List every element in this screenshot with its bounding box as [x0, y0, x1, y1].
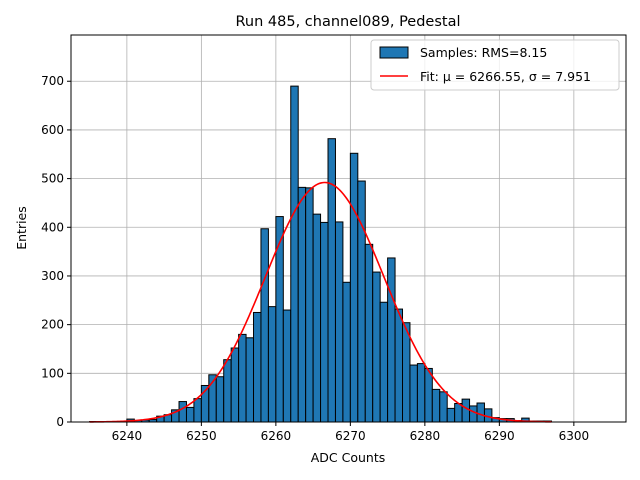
y-tick-label: 700 [41, 74, 64, 88]
histogram-bar [424, 367, 433, 423]
histogram-bar [357, 180, 366, 423]
x-tick-label: 6270 [335, 429, 366, 443]
histogram-bar [223, 359, 232, 423]
histogram-bar [297, 186, 307, 423]
y-tick-label: 200 [41, 318, 64, 332]
histogram-bar [454, 403, 463, 423]
y-axis-label: Entries [14, 206, 29, 250]
y-tick-label: 400 [41, 220, 64, 234]
histogram-bar [461, 398, 471, 423]
fit-curve-layer [89, 181, 552, 423]
legend-label-samples: Samples: RMS=8.15 [420, 45, 547, 60]
histogram-bar [416, 363, 426, 423]
legend-box [370, 39, 620, 91]
y-tick-label: 300 [41, 269, 64, 283]
histogram-bar [245, 337, 255, 423]
histogram-bar [334, 221, 344, 423]
y-tick-label: 0 [56, 415, 64, 429]
histogram-bar [439, 391, 448, 423]
legend-label-fit: Fit: μ = 6266.55, σ = 7.951 [420, 69, 591, 84]
x-tick-label: 6280 [410, 429, 441, 443]
legend: Samples: RMS=8.15 Fit: μ = 6266.55, σ = … [370, 39, 620, 91]
y-tick-label: 600 [41, 123, 64, 137]
x-tick-label: 6290 [484, 429, 515, 443]
histogram-bar [290, 85, 299, 423]
histogram-bar [238, 333, 247, 423]
histogram-bar [431, 388, 441, 423]
histogram-bar [253, 311, 262, 423]
histogram-bar [387, 257, 396, 423]
gaussian-fit-line [89, 181, 552, 423]
histogram-bar [446, 407, 456, 423]
histogram-bar [327, 138, 336, 423]
legend-swatch-samples [379, 46, 409, 59]
chart-title: Run 485, channel089, Pedestal [235, 14, 460, 30]
histogram-bar [342, 281, 351, 423]
histogram-bar [282, 309, 292, 423]
histogram-bar [364, 243, 374, 423]
y-tick-label: 100 [41, 366, 64, 380]
histogram-bar [409, 364, 418, 423]
histogram-bar [349, 152, 359, 423]
y-tick-label: 500 [41, 172, 64, 186]
histogram-bar [193, 398, 202, 423]
histogram-bar [469, 405, 478, 423]
x-axis-label: ADC Counts [311, 450, 386, 465]
plot-frame [70, 34, 627, 423]
histogram-bar [230, 347, 240, 423]
x-axis-ticks: 6240 6250 6260 6270 6280 6290 6300 [112, 422, 590, 443]
histogram-bar [185, 406, 195, 423]
histogram-bar [312, 213, 322, 423]
histogram-bar [215, 376, 225, 423]
x-tick-label: 6250 [186, 429, 217, 443]
histogram-bar [379, 301, 389, 423]
y-axis-ticks: 0 100 200 300 400 500 600 700 [41, 74, 71, 429]
histogram-bar [267, 306, 277, 423]
histogram-bars [89, 85, 553, 423]
histogram-bar [320, 221, 329, 423]
x-tick-label: 6260 [261, 429, 292, 443]
histogram-bar [178, 401, 187, 423]
grid-lines [71, 35, 626, 423]
histogram-bar [402, 322, 411, 423]
x-tick-label: 6240 [112, 429, 143, 443]
x-tick-label: 6300 [559, 429, 590, 443]
histogram-bar [476, 402, 485, 423]
histogram-bar [305, 187, 314, 423]
histogram-bar [372, 271, 381, 423]
histogram-bar [394, 308, 404, 423]
histogram-bar [260, 228, 269, 423]
